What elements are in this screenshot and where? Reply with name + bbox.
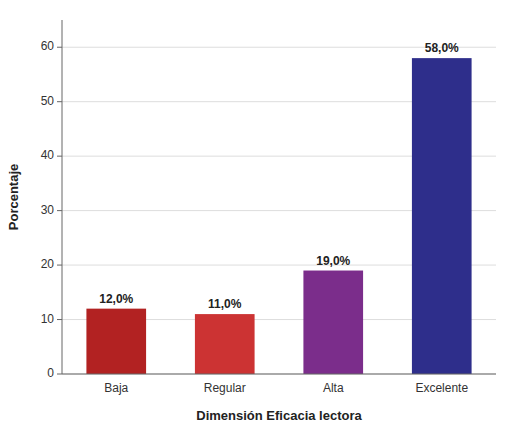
y-axis-line xyxy=(62,20,63,374)
bar xyxy=(195,314,255,374)
bar xyxy=(303,271,363,374)
plot-area xyxy=(62,47,496,374)
y-tick xyxy=(57,156,62,157)
x-tick-label: Baja xyxy=(104,381,128,395)
x-tick-label: Excelente xyxy=(415,381,468,395)
y-axis-label: Porcentaje xyxy=(6,164,21,230)
y-tick-label: 30 xyxy=(41,203,55,217)
y-tick xyxy=(57,265,62,266)
y-tick-label: 50 xyxy=(41,94,55,108)
x-axis-line xyxy=(62,374,496,375)
chart-svg: 0 10 20 30 40 50 60 12,0% 11,0% 19,0% 58,0% Baja Reg… xyxy=(0,0,512,436)
y-tick xyxy=(57,210,62,211)
y-tick xyxy=(57,374,62,375)
bar xyxy=(412,58,472,374)
y-tick-label: 40 xyxy=(41,148,55,162)
data-labels: 12,0% 11,0% 19,0% 58,0% xyxy=(99,41,459,311)
data-label: 58,0% xyxy=(425,41,459,55)
data-label: 19,0% xyxy=(316,254,350,268)
chart-container: 0 10 20 30 40 50 60 12,0% 11,0% 19,0% 58,0% Baja Reg… xyxy=(0,0,512,436)
y-tick-label: 60 xyxy=(41,39,55,53)
y-tick-label: 20 xyxy=(41,257,55,271)
data-label: 11,0% xyxy=(208,297,242,311)
grid xyxy=(62,47,496,374)
bar xyxy=(86,309,146,374)
y-tick-label: 0 xyxy=(47,366,54,380)
y-tick xyxy=(57,101,62,102)
y-tick-label: 10 xyxy=(41,312,55,326)
y-tick xyxy=(57,47,62,48)
x-axis-label: Dimensión Eficacia lectora xyxy=(196,408,362,423)
data-label: 12,0% xyxy=(99,292,133,306)
x-tick-label: Alta xyxy=(323,381,344,395)
bars xyxy=(86,58,471,374)
x-axis: Baja Regular Alta Excelente xyxy=(104,381,468,395)
y-axis: 0 10 20 30 40 50 60 xyxy=(41,20,62,380)
y-tick xyxy=(57,319,62,320)
grid-line xyxy=(62,374,496,375)
x-tick-label: Regular xyxy=(204,381,246,395)
